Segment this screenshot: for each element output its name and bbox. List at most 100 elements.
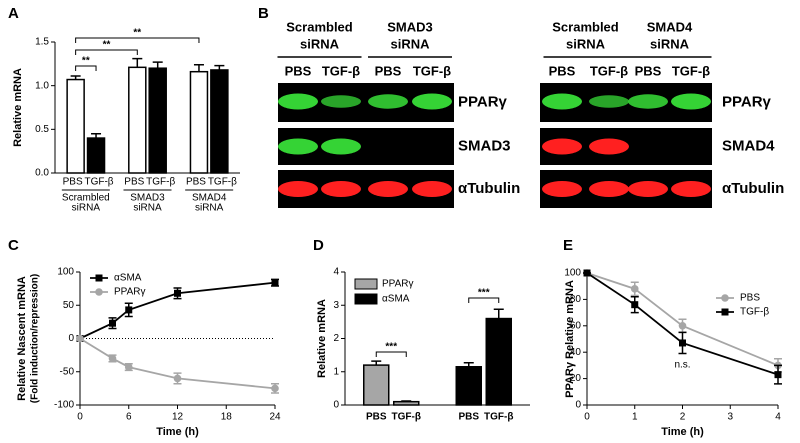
blot-band: [542, 181, 582, 197]
y-axis-label: Relative mRNA: [12, 68, 24, 147]
marker: [173, 374, 182, 383]
y-tick-label: 4: [333, 267, 339, 278]
marker: [109, 319, 116, 327]
significance-label: **: [133, 28, 141, 39]
blot-band: [542, 138, 582, 155]
significance-bracket: [75, 49, 138, 55]
marker: [679, 339, 686, 347]
y-tick-label: 0.5: [35, 124, 49, 135]
legend-swatch: [354, 293, 378, 305]
legend-swatch: [354, 278, 378, 290]
line: [586, 272, 779, 367]
y-tick-label: 2: [333, 333, 339, 344]
x-tick-label: 3: [727, 412, 733, 423]
y-tick-label: 100: [564, 268, 581, 279]
blot-group-label: Scrambled: [552, 19, 619, 34]
legend-label: αSMA: [114, 273, 142, 284]
x-tick-label: 24: [269, 412, 281, 423]
y-tick-label: 20: [570, 373, 582, 384]
blot-band: [278, 138, 318, 155]
blot-band: [368, 181, 408, 197]
y-tick-label: -50: [60, 366, 75, 377]
legend-label: PBS: [740, 293, 760, 304]
lane-label: TGF-β: [413, 63, 451, 78]
x-tick-label: TGF-β: [392, 412, 421, 423]
legend-label: PPARγ: [114, 287, 146, 298]
legend-label: αSMA: [382, 294, 410, 305]
x-tick-label: TGF-β: [146, 177, 175, 188]
significance-bracket: [75, 65, 97, 71]
significance-bracket: [375, 351, 407, 357]
bar: [393, 400, 420, 406]
blot-band: [321, 138, 361, 155]
lane-label: PBS: [285, 63, 312, 78]
y-tick-label: 0: [575, 400, 581, 411]
blot-band: [589, 181, 629, 197]
bar: [363, 364, 390, 406]
x-tick-label: PBS: [366, 412, 387, 423]
bar: [86, 137, 106, 174]
blot-band: [368, 94, 408, 109]
marker: [124, 363, 133, 371]
y-tick-label: 1.0: [35, 80, 49, 91]
legend-marker: [95, 274, 103, 282]
lane-label: PBS: [635, 63, 662, 78]
y-axis-label: PPARγ Relative mRNA: [564, 280, 576, 398]
lane-label: TGF-β: [590, 63, 628, 78]
blot-band: [589, 95, 629, 108]
legend-marker: [95, 288, 103, 296]
row-label: SMAD3: [458, 137, 511, 154]
group-label: siRNA: [133, 203, 162, 214]
blot-group-label: Scrambled: [286, 19, 353, 34]
bar: [66, 78, 85, 174]
significance-label: **: [103, 40, 111, 51]
row-label: αTubulin: [458, 180, 520, 197]
marker: [174, 289, 181, 297]
x-tick-label: PBS: [124, 177, 144, 188]
x-tick-label: 18: [221, 412, 233, 423]
legend-marker: [721, 308, 729, 316]
x-tick-label: 0: [77, 412, 83, 423]
blot-band: [321, 181, 361, 197]
blot-band: [589, 138, 629, 155]
legend-label: PPARγ: [382, 279, 414, 290]
marker: [108, 354, 117, 363]
group-label: SMAD4: [192, 193, 227, 204]
blot-band: [412, 93, 452, 110]
marker: [631, 301, 639, 309]
blot-group-label: siRNA: [566, 36, 606, 51]
x-tick-label: PBS: [458, 412, 479, 423]
panel-label: C: [8, 237, 19, 254]
row-label: SMAD4: [722, 137, 775, 154]
blot-band: [628, 181, 668, 197]
y-tick-label: -100: [54, 400, 74, 411]
x-tick-label: 2: [680, 412, 686, 423]
y-axis-label: Relative mRNA: [316, 299, 328, 378]
bar: [210, 69, 229, 174]
x-tick-label: 4: [775, 412, 781, 423]
x-tick-label: 0: [584, 412, 590, 423]
group-label: Scrambled: [62, 193, 110, 204]
significance-bracket: [468, 297, 500, 303]
significance-label: **: [82, 56, 90, 67]
bar: [485, 317, 512, 406]
x-tick-label: 6: [126, 412, 132, 423]
marker: [678, 322, 687, 330]
blot-group-label: siRNA: [390, 36, 430, 51]
x-tick-label: PBS: [186, 177, 206, 188]
y-axis-label: Relative Nascent mRNA: [16, 276, 28, 401]
y-tick-label: 3: [333, 300, 339, 311]
row-label: αTubulin: [722, 180, 784, 197]
group-label: siRNA: [195, 203, 224, 214]
y-tick-label: 60: [570, 320, 582, 331]
marker: [774, 371, 782, 379]
blot-band: [412, 181, 452, 197]
y-tick-label: 0.0: [35, 168, 49, 179]
legend-label: TGF-β: [740, 307, 769, 318]
marker: [271, 384, 279, 393]
panel-label: B: [258, 5, 269, 22]
blot-band: [628, 94, 668, 109]
annotation: n.s.: [674, 360, 690, 371]
x-axis-label: Time (h): [661, 426, 704, 438]
lane-label: PBS: [549, 63, 576, 78]
